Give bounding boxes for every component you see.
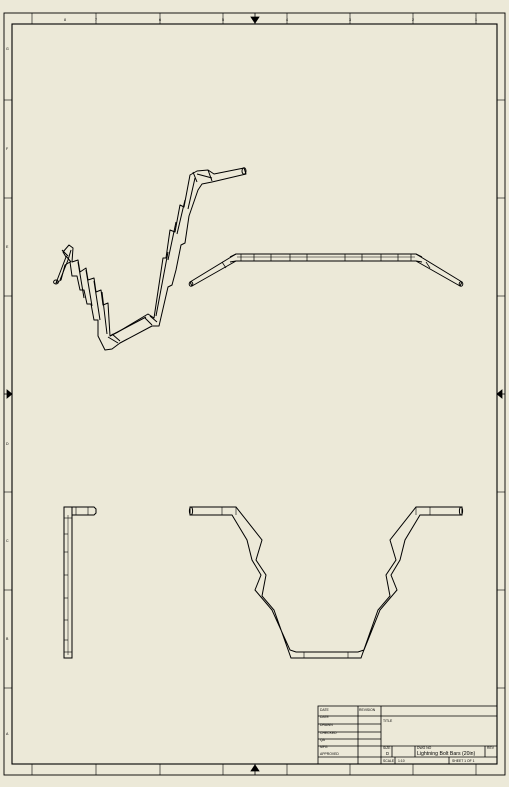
title-block-header-date: DATE — [320, 708, 330, 712]
zone-label-top: 4 — [286, 18, 288, 22]
zone-label-left: C — [6, 539, 9, 543]
zone-label-left: D — [6, 442, 9, 446]
zone-label-top: 7 — [95, 18, 97, 22]
title-block-scale-label: SCALE — [383, 759, 395, 763]
zone-label-top: 3 — [349, 18, 351, 22]
zone-label-left: G — [6, 47, 9, 51]
centering-marks — [4, 13, 505, 775]
zone-label-left: B — [6, 637, 9, 641]
front-view — [188, 506, 464, 659]
title-block-size-label: SIZE — [383, 746, 391, 750]
zone-label-top: 5 — [222, 18, 224, 22]
zone-ticks — [4, 13, 505, 775]
title-block-label: APPROVED — [320, 752, 339, 756]
title-block-sheet-value: SHEET 1 OF 1 — [452, 759, 475, 763]
title-block-label: DATE — [320, 715, 330, 719]
zone-label-top: 2 — [412, 18, 414, 22]
zone-label-top: 6 — [159, 18, 161, 22]
title-block-label: CHECKED — [320, 731, 337, 735]
title-block-size-value: D — [386, 751, 389, 756]
title-block-dwg-value: Lightning Bolt Bars (20in) — [417, 751, 476, 757]
side-view — [63, 506, 97, 659]
top-view — [188, 253, 464, 287]
title-block-rev-label: REV — [487, 746, 495, 750]
title-block-dwg-label: DWG NO — [417, 746, 432, 750]
isometric-view — [53, 167, 247, 351]
title-block-title-label: TITLE — [383, 719, 393, 723]
title-block: DATE REVISION DATE DRAWN CHECKED QA MFG … — [317, 705, 498, 765]
title-block-label: QA — [320, 738, 326, 742]
zone-label-left: A — [6, 732, 9, 736]
title-block-header-revision: REVISION — [359, 708, 376, 712]
title-block-scale-value: 1:10 — [398, 759, 405, 763]
zone-labels: 8 7 6 5 4 3 2 1 G F E D C B A — [6, 18, 477, 736]
zone-label-left: F — [6, 147, 9, 151]
zone-label-top: 8 — [64, 18, 66, 22]
title-block-label: DRAWN — [320, 723, 333, 727]
zone-label-left: E — [6, 245, 9, 249]
title-block-label: MFG — [320, 745, 328, 749]
zone-label-top: 1 — [475, 18, 477, 22]
